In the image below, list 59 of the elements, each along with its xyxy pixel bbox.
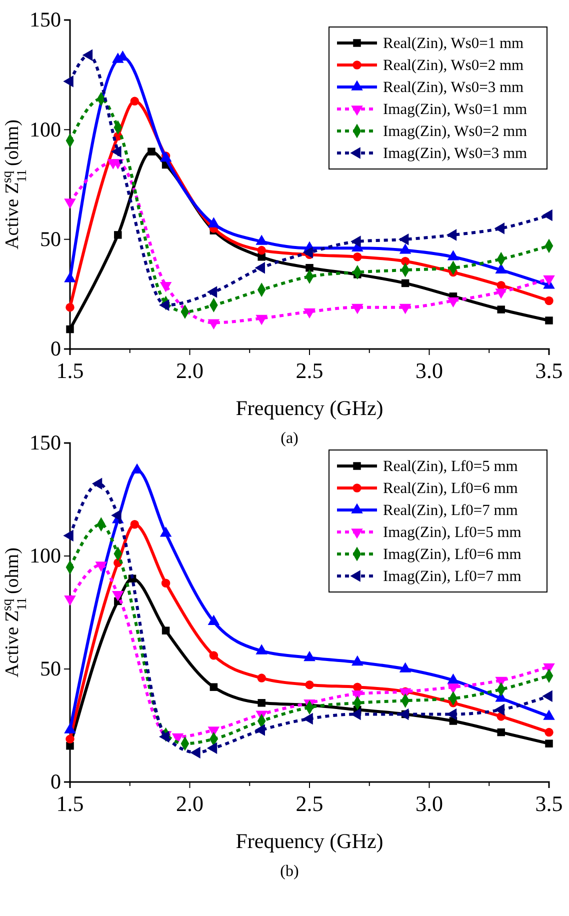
legend-label: Real(Zin), Lf0=7 mm — [383, 502, 518, 519]
legend-label: Real(Zin), Ws0=1 mm — [383, 35, 524, 52]
x-tick-label: 3.0 — [416, 358, 443, 383]
x-tick-label: 3.5 — [535, 358, 563, 383]
point — [257, 674, 266, 682]
point — [66, 742, 74, 750]
point — [544, 296, 554, 306]
point — [497, 728, 505, 736]
point — [161, 578, 170, 588]
point — [210, 683, 218, 691]
point — [66, 302, 74, 312]
y-tick-label: 100 — [30, 117, 61, 142]
point — [398, 233, 409, 246]
point — [159, 730, 170, 743]
text: (b) — [280, 863, 299, 880]
legend-label: Imag(Zin), Ws0=2 mm — [383, 123, 528, 140]
y-tick-label: 150 — [30, 8, 61, 32]
x-tick-label: 2.0 — [176, 358, 204, 383]
legend-label: Real(Zin), Lf0=6 mm — [383, 480, 518, 497]
legend-label: Real(Zin), Ws0=3 mm — [383, 79, 524, 96]
point — [545, 316, 553, 324]
point — [306, 264, 314, 272]
point — [148, 148, 156, 156]
legend-label: Real(Zin), Ws0=2 mm — [383, 57, 524, 74]
point — [400, 256, 410, 266]
annotation: (a) — [280, 430, 298, 447]
x-tick-label: 2.5 — [296, 790, 324, 816]
point — [353, 252, 362, 262]
x-tick-label: 2.0 — [176, 790, 204, 816]
x-tick-label: 3.5 — [535, 790, 563, 816]
point — [305, 680, 314, 690]
y-tick-label: 50 — [40, 656, 61, 681]
legend-label: Imag(Zin), Lf0=7 mm — [383, 568, 522, 585]
point — [497, 306, 505, 314]
point — [130, 96, 140, 106]
x-tick-label: 2.5 — [296, 358, 324, 383]
legend-label: Real(Zin), Lf0=5 mm — [383, 458, 518, 475]
point — [401, 279, 410, 288]
legend-label: Imag(Zin), Lf0=5 mm — [383, 524, 522, 541]
y-tick-label: 150 — [30, 430, 61, 455]
x-tick-label: 3.0 — [416, 790, 443, 816]
x-axis-title: Frequency (GHz) — [236, 396, 384, 420]
legend-label: Imag(Zin), Ws0=3 mm — [383, 145, 528, 162]
point — [353, 682, 362, 692]
point — [545, 740, 553, 748]
y-tick-label: 100 — [30, 544, 61, 568]
point — [209, 651, 218, 660]
point — [257, 246, 266, 255]
point — [114, 231, 122, 239]
legend-label: Imag(Zin), Lf0=6 mm — [383, 546, 522, 563]
x-axis-title: Frequency (GHz) — [236, 829, 384, 853]
point — [258, 699, 266, 707]
point — [130, 520, 140, 529]
point — [66, 325, 74, 334]
legend-label: Imag(Zin), Ws0=1 mm — [383, 101, 528, 118]
point — [66, 734, 74, 744]
point — [162, 626, 170, 634]
y-tick-label: 50 — [40, 227, 61, 252]
point — [544, 728, 554, 737]
